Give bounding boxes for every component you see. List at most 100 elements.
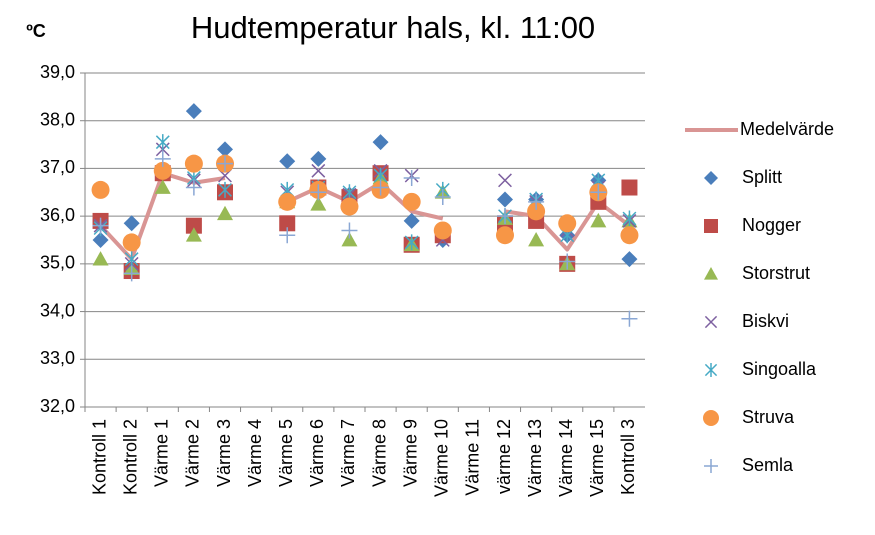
x-tick-label: Värme 1 bbox=[152, 419, 172, 487]
data-point bbox=[528, 193, 545, 210]
legend-label: Semla bbox=[742, 455, 794, 475]
data-point bbox=[217, 155, 233, 172]
data-point bbox=[123, 265, 140, 282]
data-point bbox=[528, 232, 545, 247]
data-point bbox=[92, 232, 109, 248]
data-point bbox=[402, 192, 421, 211]
legend-label: Medelvärde bbox=[740, 119, 834, 139]
data-point bbox=[434, 189, 451, 206]
x-tick-label: Kontroll 2 bbox=[120, 419, 140, 495]
data-point bbox=[185, 103, 202, 120]
x-tick-label: Värme 9 bbox=[400, 419, 420, 487]
data-point bbox=[185, 227, 202, 242]
data-point bbox=[217, 141, 233, 158]
x-tick-label: Värme 10 bbox=[432, 419, 452, 497]
data-point bbox=[154, 179, 171, 194]
x-tick-label: Värme 15 bbox=[587, 419, 607, 497]
data-point bbox=[498, 173, 512, 188]
data-point bbox=[155, 134, 170, 151]
data-point bbox=[497, 191, 513, 208]
data-point bbox=[124, 251, 139, 268]
legend-swatch bbox=[703, 410, 719, 426]
data-point bbox=[497, 208, 513, 225]
y-tick-label: 36,0 bbox=[40, 205, 75, 225]
data-point bbox=[92, 251, 109, 266]
data-point bbox=[620, 226, 639, 245]
data-point bbox=[279, 153, 296, 170]
data-point bbox=[310, 150, 327, 167]
legend-swatch bbox=[704, 267, 718, 280]
legend-label: Singoalla bbox=[742, 359, 817, 379]
y-tick-label: 39,0 bbox=[40, 62, 75, 82]
data-point bbox=[403, 212, 420, 229]
y-tick-label: 37,0 bbox=[40, 157, 75, 177]
data-point bbox=[527, 202, 546, 221]
legend-swatch bbox=[704, 315, 718, 329]
y-tick-label: 34,0 bbox=[40, 300, 75, 320]
data-point bbox=[559, 253, 576, 270]
data-point bbox=[590, 184, 607, 201]
data-point bbox=[279, 227, 296, 244]
data-point bbox=[558, 214, 577, 233]
data-point bbox=[311, 163, 326, 178]
data-point bbox=[341, 222, 358, 239]
legend-swatch bbox=[704, 363, 718, 377]
y-tick-label: 32,0 bbox=[40, 396, 75, 416]
y-tick-label: 38,0 bbox=[40, 109, 75, 129]
legend-label: Splitt bbox=[742, 167, 782, 187]
data-point bbox=[622, 210, 637, 227]
data-point bbox=[590, 212, 607, 228]
x-tick-label: Kontroll 1 bbox=[89, 419, 109, 495]
x-tick-label: Värme 4 bbox=[245, 419, 265, 487]
data-point bbox=[185, 179, 202, 196]
data-point bbox=[279, 215, 296, 232]
y-axis-unit: ºC bbox=[26, 21, 46, 41]
data-point bbox=[341, 232, 358, 247]
mean-line bbox=[504, 199, 631, 252]
data-point bbox=[433, 221, 452, 240]
x-tick-label: Värme 14 bbox=[556, 419, 576, 497]
legend-label: Nogger bbox=[742, 215, 801, 235]
chart-title: Hudtemperatur hals, kl. 11:00 bbox=[191, 10, 595, 45]
data-point bbox=[217, 205, 233, 221]
legend-label: Struva bbox=[742, 407, 795, 427]
data-point bbox=[154, 150, 171, 167]
data-point bbox=[123, 215, 140, 232]
data-point bbox=[278, 192, 297, 211]
x-tick-label: Värme 6 bbox=[307, 419, 327, 487]
data-point bbox=[184, 154, 203, 173]
data-point bbox=[91, 180, 110, 199]
data-point bbox=[404, 234, 419, 251]
data-point bbox=[621, 251, 638, 268]
x-tick-label: Värme 8 bbox=[369, 419, 389, 487]
data-point bbox=[218, 181, 232, 198]
data-point bbox=[621, 179, 638, 196]
legend-swatch bbox=[704, 459, 718, 473]
y-tick-label: 33,0 bbox=[40, 348, 75, 368]
data-point bbox=[153, 161, 172, 180]
legend-swatch bbox=[704, 219, 718, 233]
x-tick-label: Kontroll 3 bbox=[618, 419, 638, 495]
data-point bbox=[310, 196, 327, 211]
legend-label: Biskvi bbox=[742, 311, 789, 331]
x-tick-label: Värme 2 bbox=[183, 419, 203, 487]
x-tick-label: Värme 7 bbox=[338, 419, 358, 487]
data-point bbox=[310, 184, 327, 201]
data-point bbox=[621, 310, 638, 327]
x-tick-label: Värme 5 bbox=[276, 419, 296, 487]
data-point bbox=[340, 197, 359, 216]
data-point bbox=[92, 217, 109, 234]
x-tick-label: värme 12 bbox=[494, 419, 514, 494]
x-tick-label: Värme 13 bbox=[525, 419, 545, 497]
data-point bbox=[372, 179, 389, 196]
data-point bbox=[496, 226, 514, 245]
x-tick-label: Värme 11 bbox=[463, 419, 483, 496]
x-tick-label: Värme 3 bbox=[214, 419, 234, 487]
data-point bbox=[122, 233, 141, 252]
y-tick-label: 35,0 bbox=[40, 253, 75, 273]
data-point bbox=[403, 169, 420, 186]
data-point bbox=[372, 134, 389, 151]
data-point bbox=[185, 217, 202, 234]
legend-label: Storstrut bbox=[742, 263, 810, 283]
